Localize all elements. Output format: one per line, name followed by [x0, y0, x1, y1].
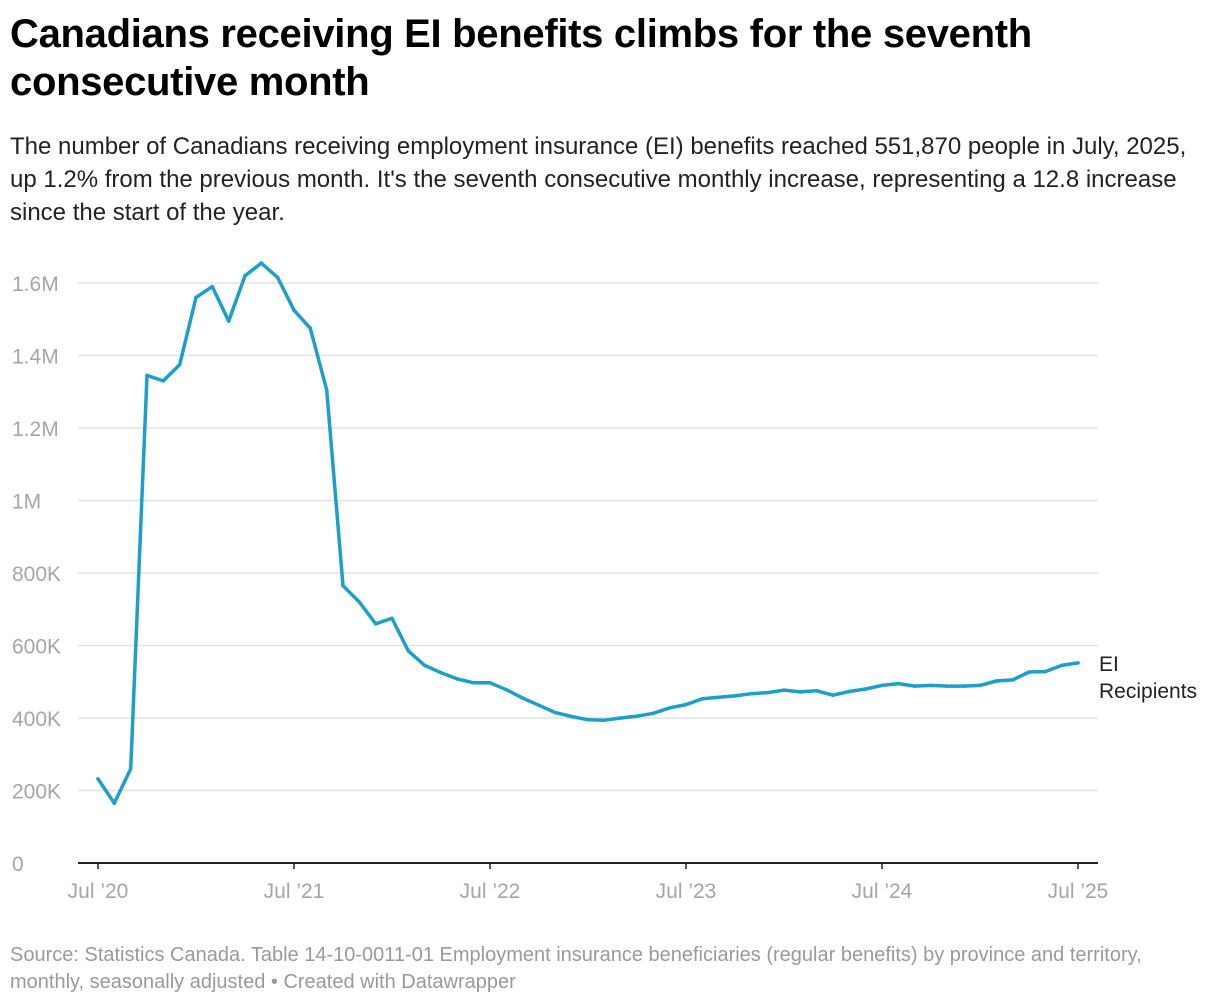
- data-point: [194, 295, 198, 300]
- data-point: [1043, 669, 1048, 674]
- data-point: [1027, 670, 1031, 674]
- data-point: [847, 689, 852, 694]
- x-tick-label: Jul ’20: [68, 880, 129, 903]
- data-point: [831, 693, 835, 697]
- data-point: [308, 326, 313, 331]
- data-point: [243, 274, 247, 278]
- data-point: [651, 711, 656, 716]
- data-point: [422, 663, 427, 668]
- data-point: [177, 362, 182, 367]
- source-note: Source: Statistics Canada. Table 14-10-0…: [10, 944, 1142, 993]
- data-point: [765, 690, 770, 695]
- data-point: [700, 697, 705, 701]
- data-points: [96, 261, 1080, 805]
- data-point: [373, 622, 378, 626]
- data-point: [406, 649, 411, 653]
- data-point: [537, 703, 541, 708]
- data-point: [259, 261, 264, 265]
- gridlines: [78, 282, 1098, 792]
- data-point: [798, 690, 803, 694]
- data-point: [994, 679, 999, 683]
- series-label-line-2: Recipients: [1099, 680, 1197, 703]
- series-label-line-1: EI: [1099, 653, 1119, 676]
- data-point: [226, 319, 231, 323]
- data-point: [390, 616, 394, 621]
- y-tick-label: 1.2M: [12, 418, 59, 441]
- data-point: [145, 373, 149, 378]
- y-tick-label: 600K: [12, 636, 61, 659]
- chart-subtitle: The number of Canadians receiving employ…: [10, 133, 1187, 226]
- x-tick-label: Jul ’24: [852, 880, 913, 903]
- data-point: [912, 684, 917, 688]
- data-point: [1076, 661, 1080, 665]
- data-point: [210, 284, 215, 289]
- data-point: [275, 275, 280, 280]
- x-tick-label: Jul ’25: [1048, 880, 1109, 903]
- data-point: [978, 683, 982, 688]
- x-tick-label: Jul ’22: [460, 880, 521, 903]
- data-point: [716, 695, 721, 700]
- x-axis-ticks: Jul ’20 Jul ’21 Jul ’22 Jul ’23 Jul ’24 Jul ’…: [68, 863, 1109, 903]
- data-point: [618, 716, 623, 720]
- data-point: [341, 583, 345, 588]
- data-point: [471, 681, 476, 685]
- data-point: [520, 696, 525, 700]
- data-point: [733, 694, 737, 698]
- data-point: [161, 379, 166, 383]
- data-point: [635, 714, 639, 718]
- y-tick-label: 200K: [12, 781, 61, 804]
- y-tick-label: 1M: [12, 491, 41, 514]
- data-point: [880, 683, 884, 688]
- data-point: [961, 684, 966, 688]
- data-point: [945, 684, 950, 688]
- data-point: [863, 687, 868, 691]
- data-point: [553, 710, 558, 715]
- y-tick-label: 800K: [12, 563, 61, 586]
- data-point: [488, 681, 492, 685]
- data-point: [1010, 678, 1015, 682]
- data-point: [667, 706, 672, 710]
- data-point: [504, 687, 509, 692]
- data-point: [814, 689, 819, 693]
- data-point: [357, 600, 362, 604]
- data-point: [569, 714, 574, 719]
- data-point: [749, 691, 754, 696]
- data-point: [782, 688, 786, 692]
- data-point: [96, 777, 100, 781]
- data-point: [112, 801, 117, 805]
- series-layer: [96, 261, 1080, 805]
- data-point: [1059, 663, 1064, 668]
- series-label: EI Recipients: [1099, 653, 1197, 703]
- data-point: [292, 308, 296, 313]
- data-point: [684, 702, 688, 707]
- y-axis-ticks: 0 200K 400K 600K 800K 1M 1.2M 1.4M 1.6M: [12, 273, 61, 876]
- series-line-ei-recipients: [96, 261, 1080, 805]
- data-point: [586, 718, 590, 722]
- data-point: [324, 388, 329, 392]
- y-tick-label: 0: [12, 853, 24, 876]
- y-tick-label: 1.4M: [12, 346, 59, 369]
- x-tick-label: Jul ’21: [264, 880, 325, 903]
- data-point: [455, 677, 460, 681]
- data-point: [439, 670, 443, 675]
- y-tick-label: 400K: [12, 708, 61, 731]
- data-point: [929, 683, 933, 688]
- y-tick-label: 1.6M: [12, 273, 59, 296]
- data-point: [896, 681, 901, 686]
- chart-title: Canadians receiving EI benefits climbs f…: [10, 12, 1032, 104]
- x-tick-label: Jul ’23: [656, 880, 717, 903]
- data-point: [128, 767, 133, 771]
- data-point: [602, 718, 607, 722]
